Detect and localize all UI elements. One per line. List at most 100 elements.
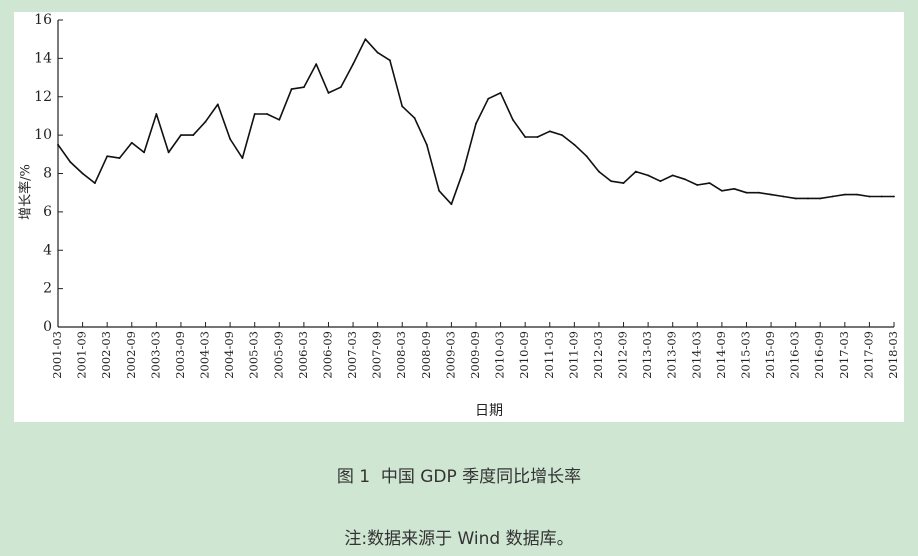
x-tick-label: 2012-09 <box>616 331 630 379</box>
x-tick-label: 2001-03 <box>50 331 64 379</box>
data-point <box>450 203 453 206</box>
data-point <box>511 118 514 121</box>
data-point <box>757 191 760 194</box>
data-point <box>167 151 170 154</box>
data-point <box>684 178 686 181</box>
x-tick-label: 2005-09 <box>271 331 285 379</box>
x-tick-label: 2014-09 <box>714 331 728 379</box>
x-tick-label: 2015-09 <box>763 331 777 379</box>
figure-panel: 0 2 4 6 8 10 12 14 16 2001-03 2001-09 2002-03 2002-… <box>14 12 904 422</box>
data-point <box>696 184 699 186</box>
data-point <box>389 59 391 62</box>
x-tick-label: 2013-09 <box>665 331 679 379</box>
data-point <box>241 157 244 160</box>
y-tick-label: 6 <box>43 204 52 220</box>
x-tick-label: 2016-03 <box>788 331 802 379</box>
data-point <box>868 195 871 198</box>
data-point <box>106 155 109 158</box>
data-point <box>290 88 293 90</box>
data-point <box>438 189 441 192</box>
data-point <box>831 195 834 198</box>
data-point <box>118 157 121 160</box>
series <box>57 38 895 206</box>
data-point <box>708 182 711 184</box>
axes <box>57 20 894 328</box>
data-point <box>93 182 96 184</box>
x-tick-label: 2009-09 <box>468 331 482 379</box>
x-tick-label: 2007-09 <box>370 331 384 379</box>
data-point <box>155 113 158 115</box>
data-point <box>302 86 305 89</box>
data-point <box>794 197 797 200</box>
data-point <box>339 86 342 89</box>
data-point <box>634 170 637 173</box>
data-point <box>364 38 367 41</box>
data-point <box>770 193 772 196</box>
gdp-growth-line <box>57 38 894 205</box>
x-tick-label: 2003-03 <box>148 331 162 379</box>
data-point <box>401 105 404 108</box>
data-point <box>216 103 219 106</box>
data-point <box>143 151 145 154</box>
data-point <box>880 195 883 198</box>
data-point <box>278 118 281 121</box>
x-tick-label: 2004-03 <box>198 331 212 379</box>
x-tick-label: 2017-03 <box>837 331 851 379</box>
x-tick-label: 2017-09 <box>861 331 875 379</box>
data-point <box>524 136 527 138</box>
data-point <box>622 182 625 184</box>
y-tick-label: 8 <box>43 166 52 182</box>
data-point <box>647 174 650 177</box>
x-tick-label: 2013-03 <box>640 331 654 379</box>
x-tick-label: 2008-09 <box>419 331 433 379</box>
data-point <box>893 195 895 198</box>
data-point <box>745 191 748 194</box>
x-tick-label: 2004-09 <box>222 331 236 379</box>
y-tick-label: 0 <box>43 319 52 335</box>
x-tick-label: 2005-03 <box>247 331 261 379</box>
x-tick-label: 2016-09 <box>812 331 826 379</box>
data-point <box>229 138 232 140</box>
data-point <box>475 122 477 125</box>
data-point <box>69 161 72 163</box>
data-point <box>376 51 379 54</box>
x-tick-label: 2015-03 <box>738 331 752 379</box>
x-ticks: 2001-03 2001-09 2002-03 2002-09 2003-03 2003-… <box>50 322 900 379</box>
data-point <box>315 63 318 66</box>
x-tick-label: 2003-09 <box>173 331 187 379</box>
x-tick-label: 2001-09 <box>75 331 89 379</box>
data-point <box>81 172 84 175</box>
x-tick-label: 2012-03 <box>591 331 605 379</box>
y-tick-label: 2 <box>43 281 52 297</box>
x-tick-label: 2002-03 <box>99 331 113 379</box>
data-point <box>425 143 428 146</box>
data-point <box>180 134 182 137</box>
data-point <box>487 97 490 100</box>
y-tick-label: 10 <box>34 127 52 143</box>
x-tick-label: 2008-03 <box>394 331 408 379</box>
data-point <box>819 197 822 200</box>
y-ticks: 0 2 4 6 8 10 12 14 16 <box>34 12 63 335</box>
y-tick-label: 14 <box>34 50 52 66</box>
data-point <box>192 134 195 137</box>
data-point <box>462 168 465 171</box>
data-point <box>659 180 662 183</box>
y-tick-label: 4 <box>43 242 52 258</box>
x-tick-label: 2006-03 <box>296 331 310 379</box>
x-tick-label: 2006-09 <box>320 331 334 379</box>
data-point <box>499 92 502 94</box>
data-point <box>536 136 539 138</box>
data-point <box>413 116 416 119</box>
data-point <box>733 187 736 190</box>
y-tick-label: 16 <box>34 12 52 28</box>
x-tick-label: 2010-09 <box>517 331 531 379</box>
data-point <box>253 113 256 115</box>
data-point <box>807 197 809 200</box>
data-point <box>720 189 723 192</box>
figure-note: 注:数据来源于 Wind 数据库。 <box>344 529 574 549</box>
data-point <box>585 155 588 158</box>
x-tick-label: 2007-03 <box>345 331 359 379</box>
x-tick-label: 2009-03 <box>443 331 457 379</box>
x-tick-label: 2010-03 <box>493 331 507 379</box>
x-tick-label: 2002-09 <box>124 331 138 379</box>
